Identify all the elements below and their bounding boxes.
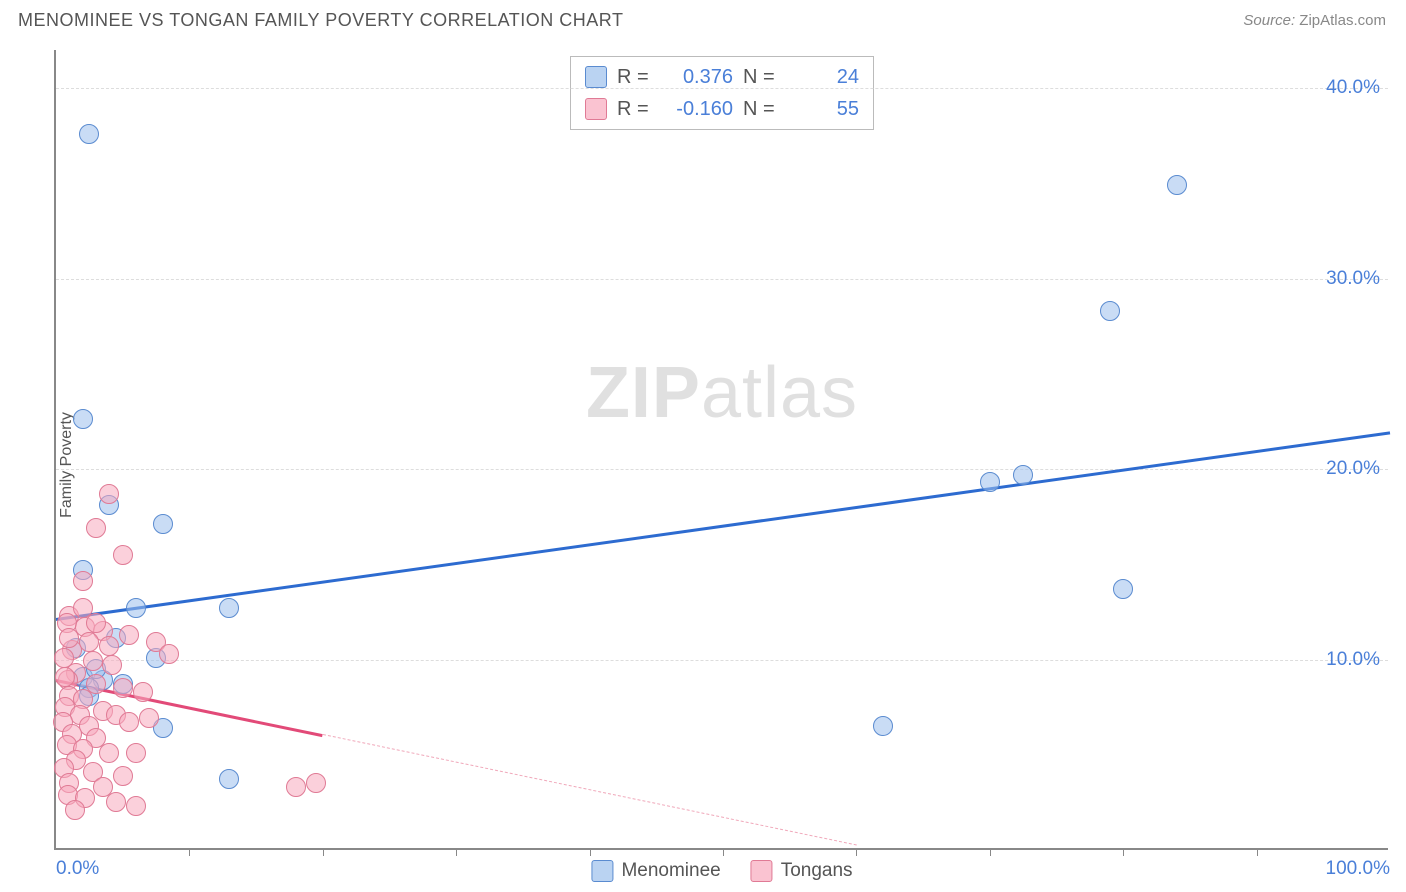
gridline-h <box>56 660 1388 661</box>
x-tick <box>723 848 724 856</box>
legend-series-label: Tongans <box>781 860 853 882</box>
data-point-b <box>133 682 153 702</box>
x-tick <box>189 848 190 856</box>
chart-source: Source: ZipAtlas.com <box>1243 12 1386 29</box>
chart-title: MENOMINEE VS TONGAN FAMILY POVERTY CORRE… <box>18 10 623 31</box>
x-tick <box>456 848 457 856</box>
legend-swatch <box>751 860 773 882</box>
x-tick <box>590 848 591 856</box>
data-point-b <box>113 766 133 786</box>
data-point-b <box>73 571 93 591</box>
data-point-b <box>65 800 85 820</box>
watermark: ZIPatlas <box>586 352 858 434</box>
data-point-b <box>99 743 119 763</box>
data-point-b <box>102 655 122 675</box>
x-tick-label: 100.0% <box>1326 858 1390 880</box>
data-point-a <box>73 409 93 429</box>
data-point-a <box>1167 175 1187 195</box>
y-tick-label: 10.0% <box>1326 649 1380 671</box>
data-point-b <box>55 667 75 687</box>
y-tick-label: 30.0% <box>1326 268 1380 290</box>
legend-series-item: Menominee <box>591 860 720 882</box>
source-name: ZipAtlas.com <box>1299 12 1386 29</box>
regression-line-b <box>323 734 857 845</box>
gridline-h <box>56 279 1388 280</box>
x-tick <box>1123 848 1124 856</box>
legend-series-label: Menominee <box>621 860 720 882</box>
data-point-b <box>119 712 139 732</box>
gridline-h <box>56 469 1388 470</box>
legend-r-label: R = <box>617 93 653 125</box>
data-point-b <box>306 773 326 793</box>
legend-swatch <box>591 860 613 882</box>
watermark-rest: atlas <box>701 353 858 433</box>
legend-swatch <box>585 98 607 120</box>
data-point-b <box>73 598 93 618</box>
x-tick <box>323 848 324 856</box>
series-legend: Menominee Tongans <box>591 860 852 882</box>
y-tick-label: 40.0% <box>1326 77 1380 99</box>
data-point-b <box>86 518 106 538</box>
scatter-plot: ZIPatlas R =0.376N =24R =-0.160N =55 Men… <box>54 50 1388 850</box>
data-point-b <box>139 708 159 728</box>
watermark-bold: ZIP <box>586 353 701 433</box>
data-point-b <box>99 484 119 504</box>
legend-n-value: 55 <box>789 93 859 125</box>
data-point-b <box>113 678 133 698</box>
data-point-b <box>159 644 179 664</box>
data-point-b <box>113 545 133 565</box>
data-point-a <box>1013 465 1033 485</box>
gridline-h <box>56 88 1388 89</box>
regression-line-a <box>56 431 1390 621</box>
data-point-a <box>980 472 1000 492</box>
x-tick <box>1257 848 1258 856</box>
data-point-b <box>83 651 103 671</box>
chart-area: Family Poverty ZIPatlas R =0.376N =24R =… <box>18 50 1388 880</box>
data-point-b <box>86 613 106 633</box>
data-point-b <box>106 792 126 812</box>
legend-series-item: Tongans <box>751 860 853 882</box>
data-point-b <box>79 632 99 652</box>
data-point-a <box>126 598 146 618</box>
data-point-b <box>59 628 79 648</box>
data-point-b <box>126 796 146 816</box>
data-point-b <box>99 636 119 656</box>
data-point-b <box>126 743 146 763</box>
chart-header: MENOMINEE VS TONGAN FAMILY POVERTY CORRE… <box>0 0 1406 41</box>
data-point-b <box>119 625 139 645</box>
source-label: Source: <box>1243 12 1295 29</box>
correlation-legend: R =0.376N =24R =-0.160N =55 <box>570 56 874 130</box>
x-tick <box>856 848 857 856</box>
data-point-a <box>79 124 99 144</box>
legend-swatch <box>585 66 607 88</box>
data-point-a <box>219 769 239 789</box>
y-tick-label: 20.0% <box>1326 458 1380 480</box>
data-point-a <box>1100 301 1120 321</box>
data-point-a <box>153 514 173 534</box>
legend-row: R = -0.160 N = 55 <box>585 93 859 125</box>
x-tick <box>990 848 991 856</box>
data-point-a <box>1113 579 1133 599</box>
data-point-a <box>219 598 239 618</box>
data-point-a <box>873 716 893 736</box>
data-point-b <box>286 777 306 797</box>
legend-r-value: -0.160 <box>663 93 733 125</box>
legend-n-label: N = <box>743 93 779 125</box>
x-tick-label: 0.0% <box>56 858 99 880</box>
